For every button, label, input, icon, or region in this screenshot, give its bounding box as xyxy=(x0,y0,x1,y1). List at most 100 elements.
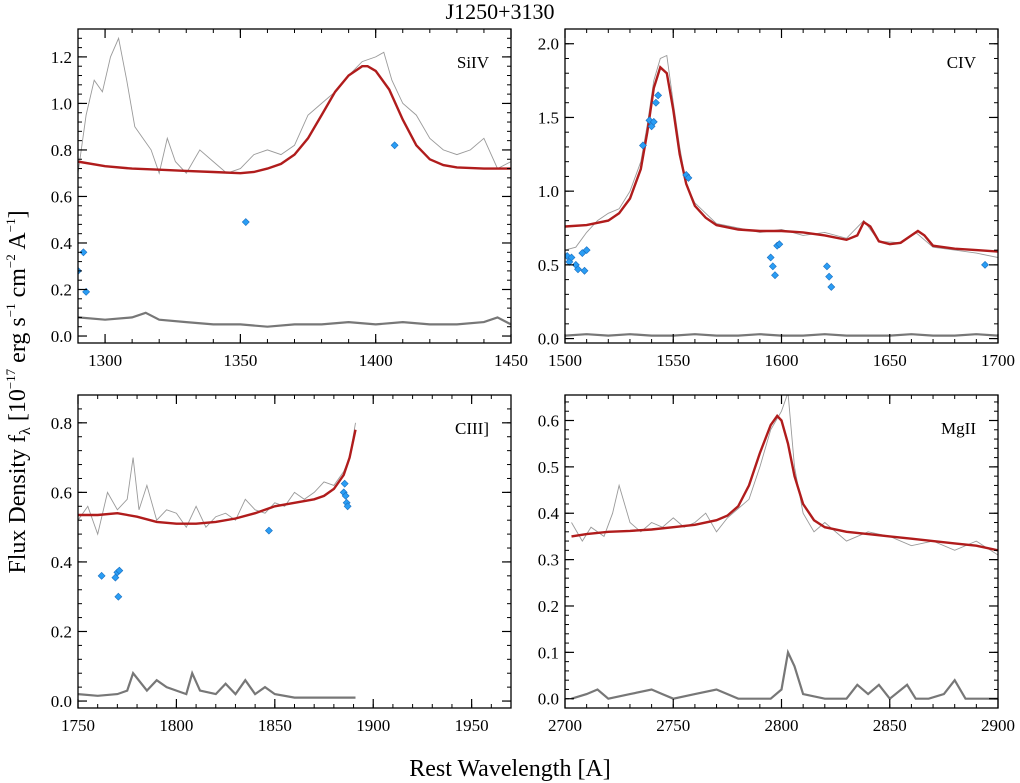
masked-point xyxy=(390,141,399,150)
masked-point xyxy=(654,91,663,100)
panel-1: 1500 1550 1600 1650 1700 0.0 0.5 1.0 1.5 2.0 CIV xyxy=(538,28,1015,370)
y-tick-label: 2.0 xyxy=(538,35,559,54)
masked-point xyxy=(825,272,834,281)
spectrum-series-line xyxy=(78,36,511,175)
y-tick-label: 1.5 xyxy=(538,108,559,127)
y-tick-label: 1.2 xyxy=(51,48,72,67)
panel-line-label: SiIV xyxy=(457,53,490,72)
x-tick-label: 1800 xyxy=(159,716,193,735)
x-axis-label: Rest Wavelength [A] xyxy=(409,756,611,782)
spectrum-series-line xyxy=(78,422,356,536)
panel-plot-area xyxy=(565,54,998,337)
masked-point xyxy=(340,479,349,488)
y-axis-label-exp3: −2 xyxy=(3,254,18,268)
panels: 1300 1350 1400 1450 0.0 0.2 0.4 0.6 0.8 1.0 1.2 SiI… xyxy=(51,28,1015,735)
y-tick-label: 0.3 xyxy=(538,551,559,570)
y-axis-label-exp4: −1 xyxy=(3,218,18,232)
panel-line-label: MgII xyxy=(941,419,976,438)
masked-point xyxy=(981,260,989,269)
masked-point xyxy=(775,240,784,249)
masked-point xyxy=(115,566,124,575)
y-tick-label: 0.0 xyxy=(538,690,559,709)
panel-0: 1300 1350 1400 1450 0.0 0.2 0.4 0.6 0.8 1.0 1.2 SiI… xyxy=(51,28,528,370)
masked-point xyxy=(79,248,88,257)
x-tick-label: 2700 xyxy=(548,716,582,735)
masked-point xyxy=(241,218,250,226)
x-tick-label: 1650 xyxy=(873,351,907,370)
panel-line-label: CIII] xyxy=(455,419,489,438)
x-tick-label: 1950 xyxy=(455,716,489,735)
panel-2: 1750 1800 1850 1900 1950 0.0 0.2 0.4 0.6 0.8 CIII] xyxy=(51,394,512,735)
y-axis-label-exp1: −17 xyxy=(3,368,18,389)
masked-point xyxy=(766,253,775,262)
model-fit-line xyxy=(78,64,511,175)
error-series-line xyxy=(78,311,511,328)
y-axis-label-unit4: A xyxy=(5,232,31,255)
x-tick-label: 1500 xyxy=(548,351,582,370)
masked-point xyxy=(823,262,831,271)
x-tick-label: 1350 xyxy=(223,351,257,370)
model-fit-line xyxy=(78,429,357,525)
masked-point xyxy=(565,252,572,260)
x-tick-label: 2900 xyxy=(981,716,1015,735)
masked-point xyxy=(771,271,779,280)
y-tick-label: 1.0 xyxy=(51,94,72,113)
masked-point xyxy=(574,265,582,274)
model-fit-line xyxy=(571,414,998,552)
model-fit-line xyxy=(565,65,998,253)
masked-point xyxy=(827,283,836,291)
error-series-line xyxy=(78,669,356,699)
y-tick-label: 0.6 xyxy=(538,412,559,431)
y-tick-label: 0.5 xyxy=(538,458,559,477)
x-tick-label: 1750 xyxy=(61,716,95,735)
y-tick-label: 0.8 xyxy=(51,141,72,160)
y-tick-label: 0.8 xyxy=(51,414,72,433)
y-tick-label: 0.0 xyxy=(51,692,72,711)
y-tick-label: 0.6 xyxy=(51,483,72,502)
masked-point xyxy=(639,141,647,150)
masked-point xyxy=(264,526,273,535)
y-axis-label-main: Flux Density f xyxy=(5,435,31,574)
y-tick-label: 0.2 xyxy=(51,622,72,641)
masked-point xyxy=(114,592,123,601)
x-tick-label: 2800 xyxy=(765,716,799,735)
y-tick-label: 0.6 xyxy=(51,187,72,206)
y-tick-label: 0.5 xyxy=(538,256,559,275)
x-tick-label: 2850 xyxy=(873,716,907,735)
error-series-line xyxy=(571,648,998,701)
y-axis-label-exp2: −1 xyxy=(3,303,18,317)
y-tick-label: 0.4 xyxy=(51,234,73,253)
x-tick-label: 1600 xyxy=(765,351,799,370)
y-axis-label-subscript: λ xyxy=(17,427,34,435)
panel-3: 2700 2750 2800 2850 2900 0.0 0.1 0.2 0.3 0.4 0.5 0.… xyxy=(538,394,1015,735)
x-tick-label: 1850 xyxy=(258,716,292,735)
y-axis-label: Flux Density fλ[10−17 erg s−1 cm−2 A−1] xyxy=(3,210,34,573)
masked-point xyxy=(684,173,693,182)
x-tick-label: 1550 xyxy=(656,351,690,370)
y-tick-label: 0.2 xyxy=(51,281,72,300)
x-tick-label: 2750 xyxy=(656,716,690,735)
masked-point xyxy=(768,262,777,271)
masked-point xyxy=(567,253,576,262)
panel-frame xyxy=(77,394,512,709)
y-axis-label-close: ] xyxy=(5,210,31,218)
y-axis-label-unit2: erg s xyxy=(5,317,31,369)
masked-point xyxy=(582,246,591,255)
figure-title: J1250+3130 xyxy=(446,0,555,24)
y-tick-label: 1.0 xyxy=(538,182,559,201)
masked-point xyxy=(343,502,352,511)
y-axis-label-units: [10 xyxy=(5,389,31,421)
y-tick-label: 0.2 xyxy=(538,597,559,616)
x-tick-label: 1450 xyxy=(494,351,528,370)
panel-line-label: CIV xyxy=(947,53,977,72)
y-tick-label: 0.4 xyxy=(51,553,73,572)
panel-frame xyxy=(564,394,999,709)
masked-point xyxy=(652,98,660,107)
y-tick-label: 0.1 xyxy=(538,643,559,662)
panel-frame xyxy=(564,28,999,344)
x-tick-label: 1900 xyxy=(356,716,390,735)
x-tick-label: 1400 xyxy=(359,351,393,370)
masked-point xyxy=(341,491,350,500)
y-axis-label-unit3: cm xyxy=(5,268,31,304)
